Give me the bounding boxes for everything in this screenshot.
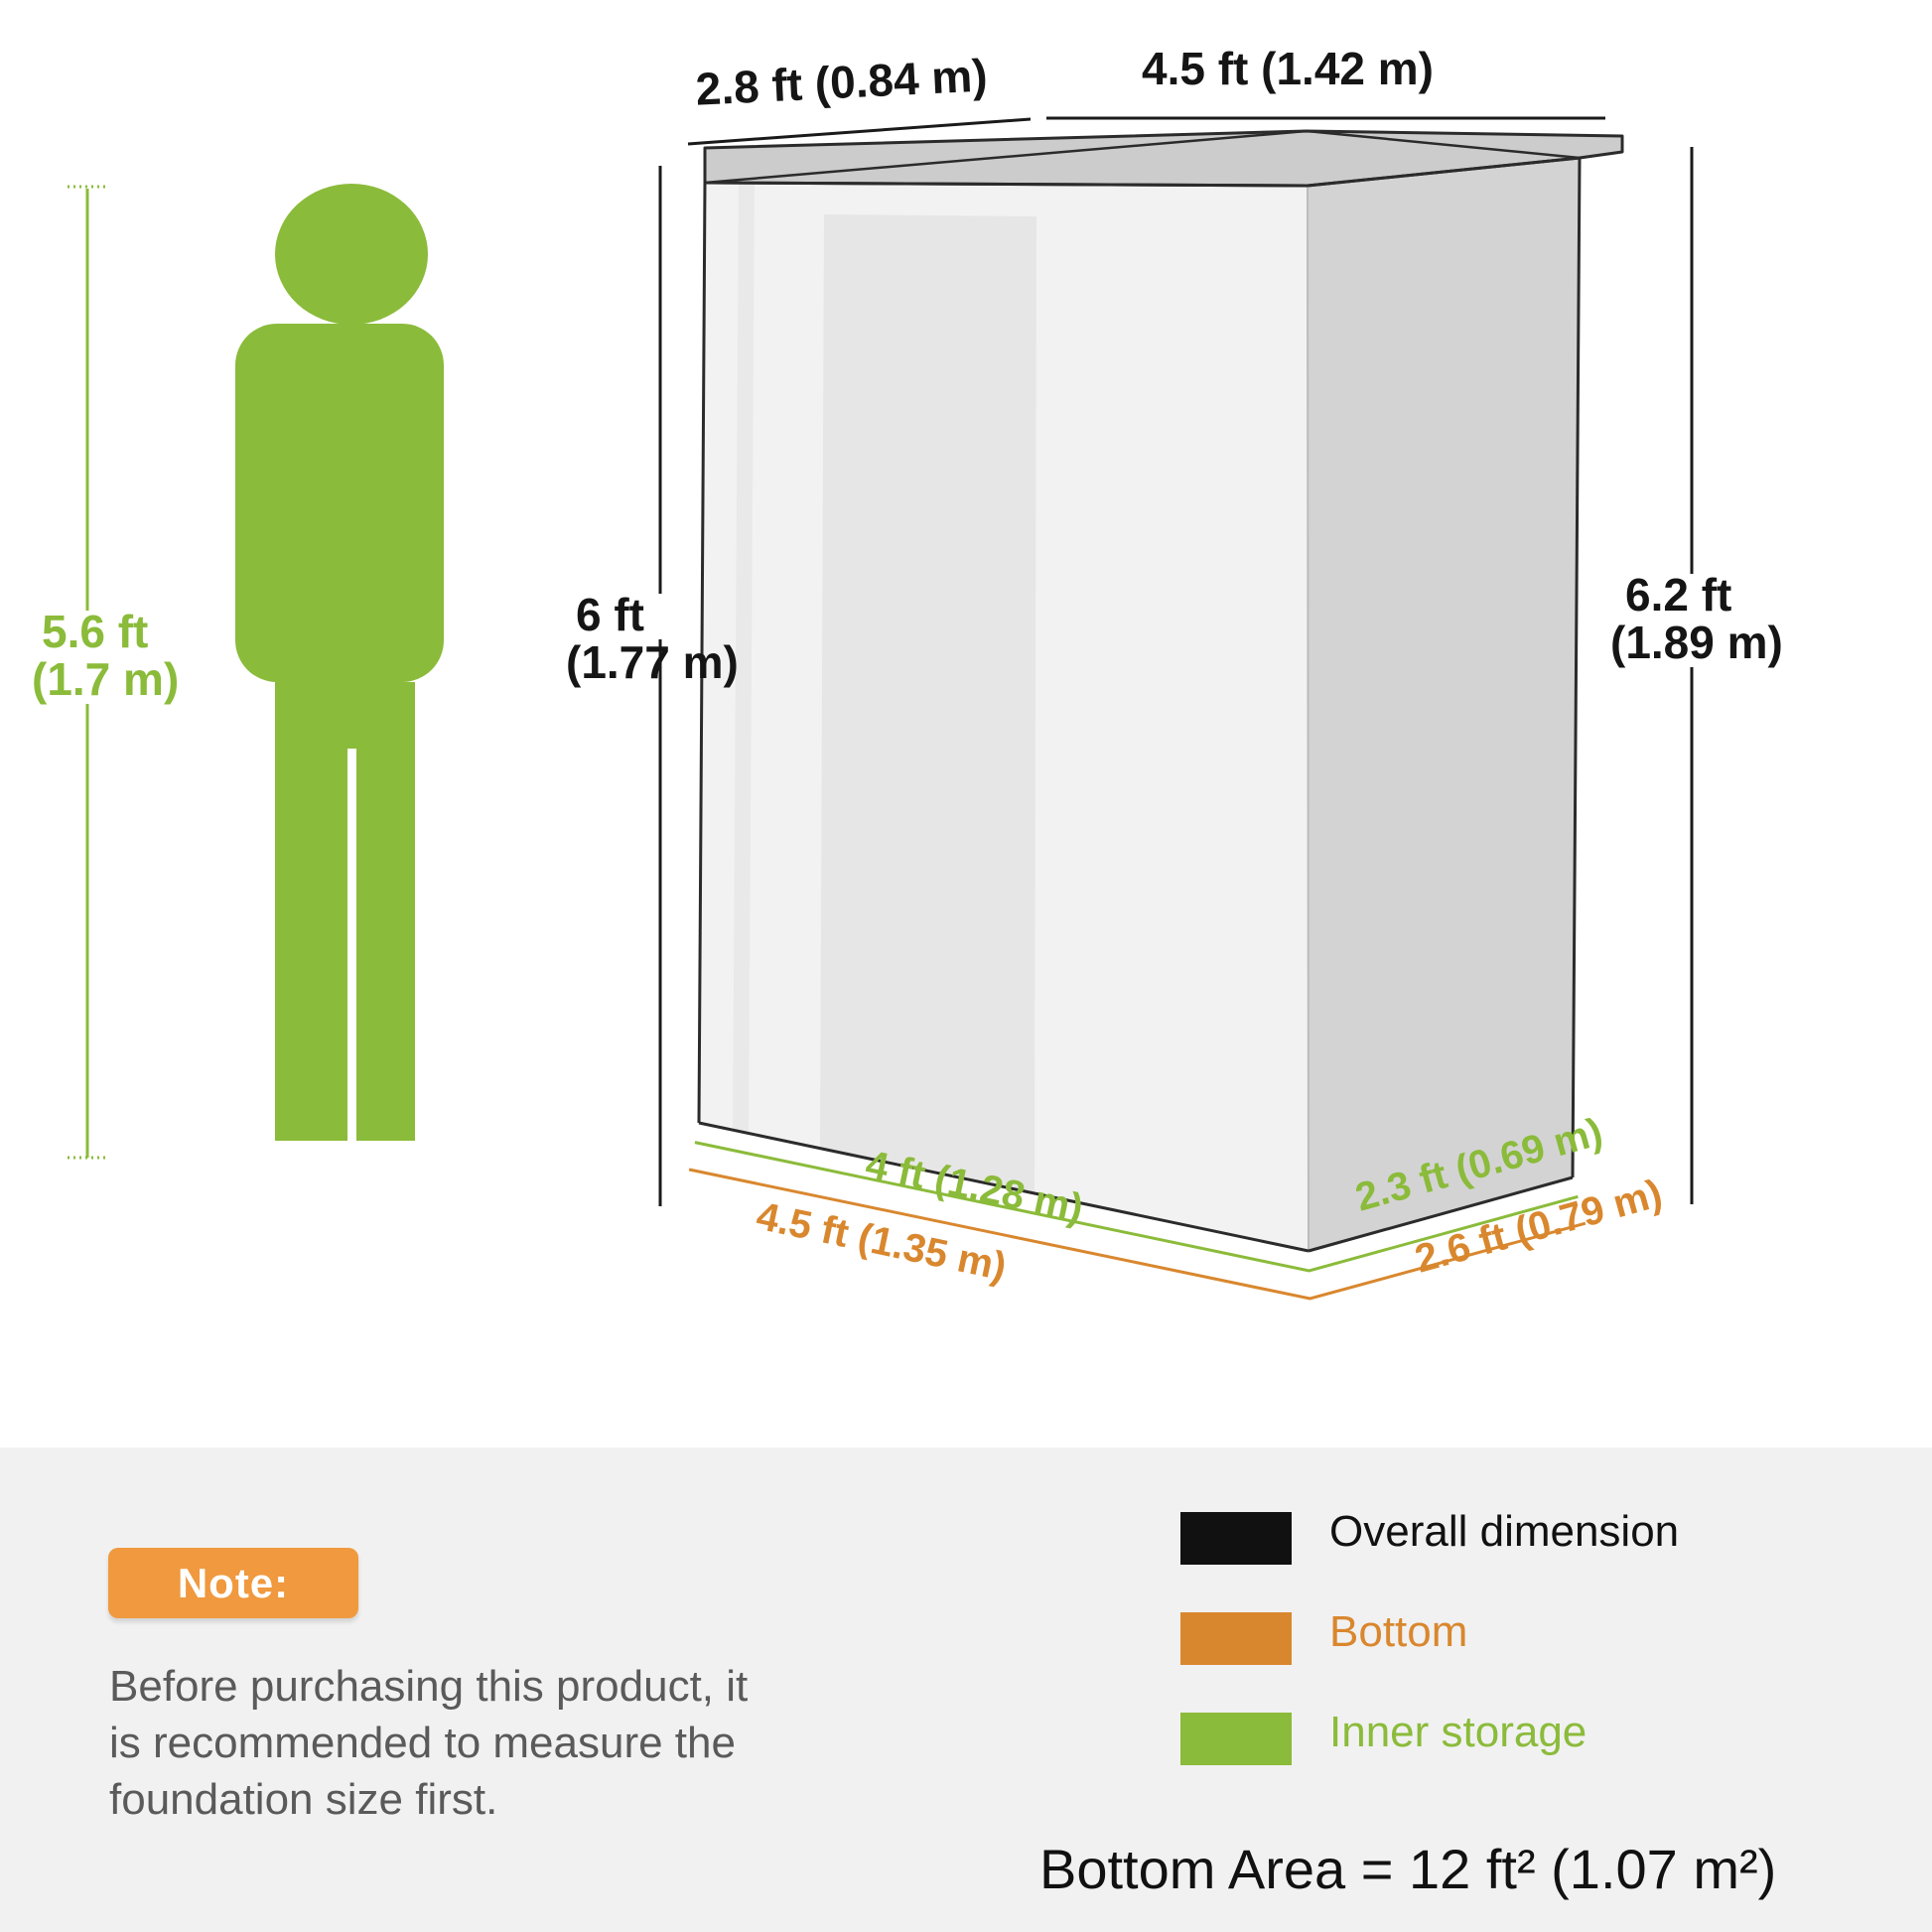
svg-text:5.6 ft: 5.6 ft (42, 606, 148, 657)
svg-text:(1.89 m): (1.89 m) (1610, 617, 1783, 668)
svg-text:(1.7 m): (1.7 m) (32, 653, 179, 705)
svg-text:6 ft: 6 ft (576, 589, 644, 640)
svg-text:4.5 ft (1.42 m): 4.5 ft (1.42 m) (1142, 43, 1434, 94)
svg-text:(1.77 m): (1.77 m) (566, 636, 739, 688)
svg-text:2.8 ft (0.84 m): 2.8 ft (0.84 m) (695, 49, 989, 114)
svg-text:6.2 ft: 6.2 ft (1625, 569, 1731, 621)
